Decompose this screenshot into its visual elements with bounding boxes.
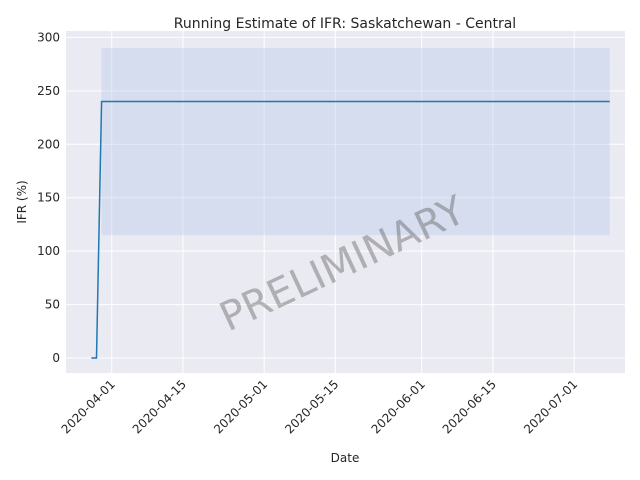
x-tick-label: 2020-06-15 [440,377,499,436]
x-tick-label: 2020-06-01 [369,377,428,436]
ifr-estimate-line [91,100,610,359]
series-lines [91,100,610,359]
grid-lines [66,31,625,373]
x-tick-label: 2020-04-01 [59,377,118,436]
y-tick-label: 200 [37,137,60,151]
y-tick-labels: 0 50 100 150 200 250 300 [37,30,60,365]
x-tick-labels: 2020-04-01 2020-04-15 2020-05-01 2020-05-15… [59,377,581,436]
y-tick-label: 150 [37,191,60,205]
plot-background [66,31,625,373]
x-axis-label: Date [331,451,360,465]
y-axis-label: IFR (%) [15,180,29,223]
x-tick-label: 2020-05-01 [211,377,270,436]
y-tick-label: 250 [37,84,60,98]
ifr-confidence-band [101,48,610,236]
y-tick-label: 100 [37,244,60,258]
x-tick-label: 2020-04-15 [130,377,189,436]
x-tick-label: 2020-07-01 [521,377,580,436]
confidence-band [101,48,610,236]
y-tick-label: 0 [52,351,60,365]
x-tick-label: 2020-05-15 [282,377,341,436]
y-tick-label: 50 [45,298,60,312]
y-tick-label: 300 [37,30,60,44]
chart-title: Running Estimate of IFR: Saskatchewan - … [174,16,516,32]
